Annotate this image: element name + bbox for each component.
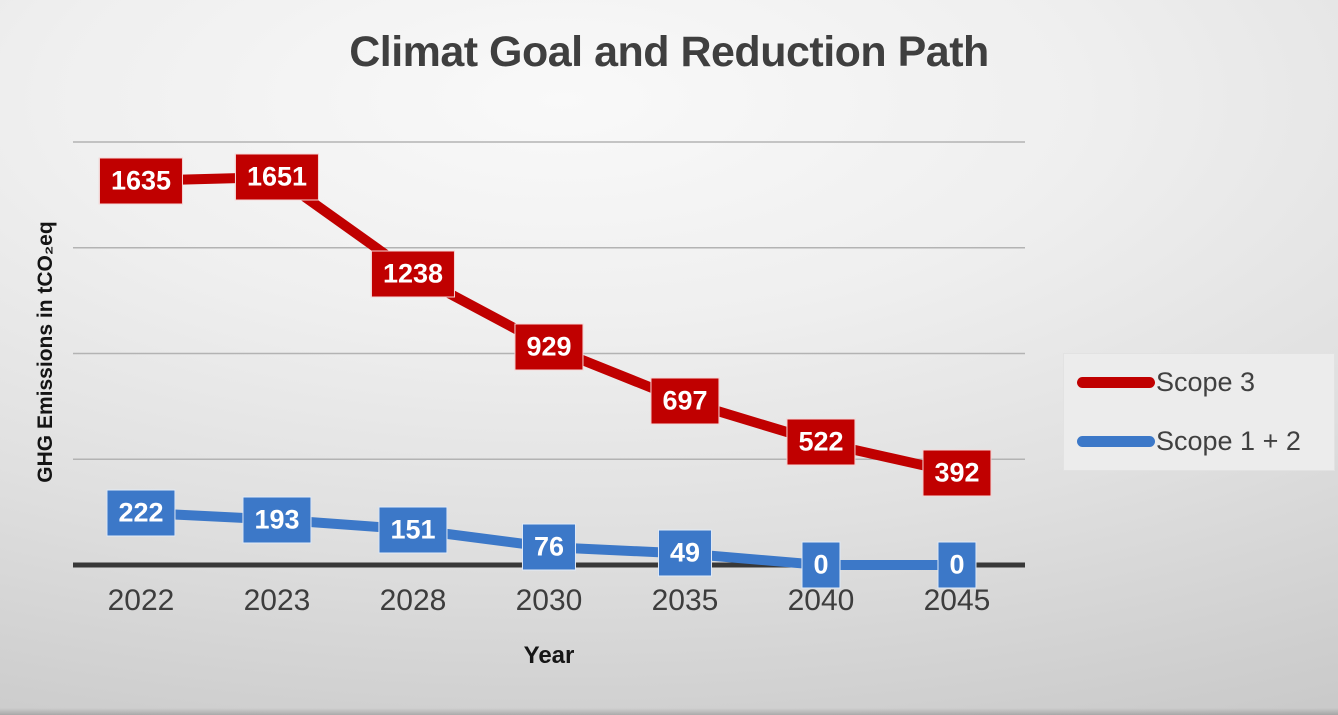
x-tick-label-2030: 2030	[515, 584, 583, 617]
x-tick-label-2022: 2022	[107, 584, 175, 617]
chart-title: Climat Goal and Reduction Path	[349, 28, 989, 76]
legend-item-scope-3: Scope 3	[1077, 367, 1334, 398]
legend-item-scope-1-2: Scope 1 + 2	[1077, 426, 1334, 457]
x-axis-tick-labels: 2022 2023 2028 2030 2035 2040 2045	[0, 584, 1338, 620]
legend: Scope 3 Scope 1 + 2	[1063, 353, 1335, 471]
x-axis-title: Year	[523, 642, 575, 669]
scope-3-line-swatch	[1077, 377, 1155, 388]
legend-label-scope-3: Scope 3	[1156, 367, 1256, 397]
x-tick-label-2045: 2045	[923, 584, 991, 617]
x-tick-label-2028: 2028	[379, 584, 447, 617]
x-tick-label-2023: 2023	[243, 584, 311, 617]
x-tick-label-2040: 2040	[787, 584, 855, 617]
x-tick-label-2035: 2035	[651, 584, 719, 617]
legend-label-scope-1-2: Scope 1 + 2	[1156, 426, 1301, 456]
scope-1-2-line-swatch	[1077, 436, 1155, 447]
